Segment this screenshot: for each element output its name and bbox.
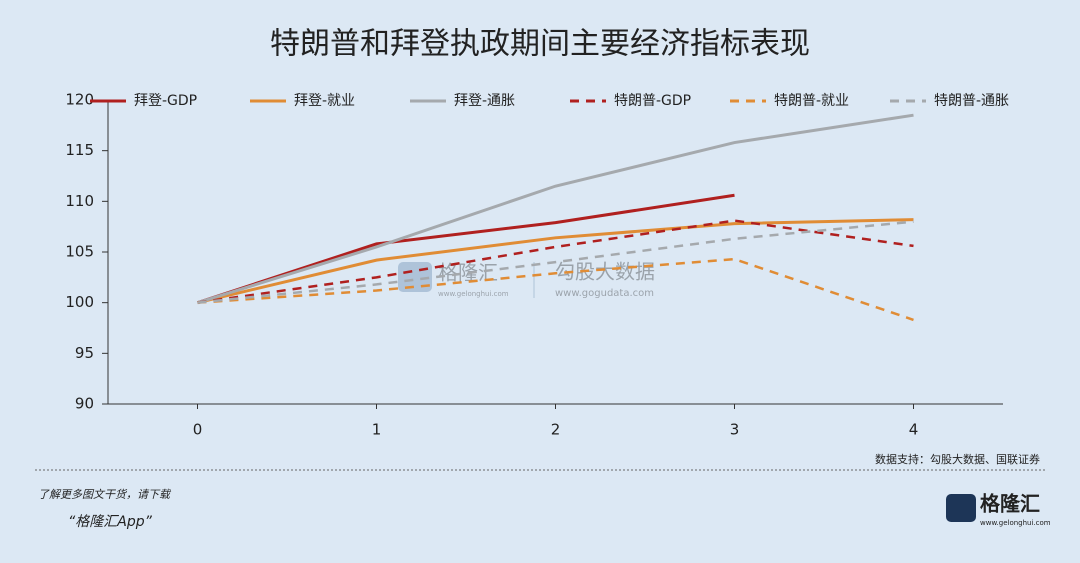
series-line: [197, 220, 914, 304]
y-tick-label: 120: [65, 91, 94, 109]
footer-logo-url: www.gelonghui.com: [980, 519, 1051, 527]
y-tick-label: 90: [75, 395, 94, 413]
x-tick-label: 2: [551, 421, 561, 439]
legend-label: 特朗普-就业: [774, 93, 849, 109]
source: 数据支持：勾股大数据、国联证券: [875, 452, 1040, 466]
x-tick-label: 4: [909, 421, 919, 439]
footer-text: 了解更多图文干货，请下载: [38, 488, 172, 501]
y-tick-label: 110: [65, 192, 94, 210]
legend-label: 拜登-通胀: [454, 93, 515, 109]
series-line: [197, 218, 914, 305]
legend-label: 特朗普-GDP: [614, 93, 691, 109]
footer-logo-icon: [946, 494, 976, 522]
series-line: [197, 113, 914, 305]
x-tick-label: 1: [372, 421, 382, 439]
watermark-data-url: www.gogudata.com: [555, 288, 654, 299]
footer-app: “格隆汇App”: [68, 514, 153, 530]
series-line: [197, 257, 914, 322]
x-tick-label: 0: [193, 421, 203, 439]
y-tick-label: 95: [75, 344, 94, 362]
x-tick-label: 3: [730, 421, 740, 439]
watermark-url: www.gelonghui.com: [438, 290, 509, 298]
y-tick-label: 115: [65, 141, 94, 159]
y-tick-label: 105: [65, 243, 94, 261]
y-tick-label: 100: [65, 293, 94, 311]
chart-title: 特朗普和拜登执政期间主要经济指标表现: [270, 27, 810, 62]
legend-label: 拜登-就业: [294, 93, 355, 109]
legend-label: 特朗普-通胀: [934, 93, 1009, 109]
footer-logo: 格隆汇: [980, 492, 1040, 516]
series-line: [197, 219, 914, 304]
legend-label: 拜登-GDP: [134, 93, 197, 109]
